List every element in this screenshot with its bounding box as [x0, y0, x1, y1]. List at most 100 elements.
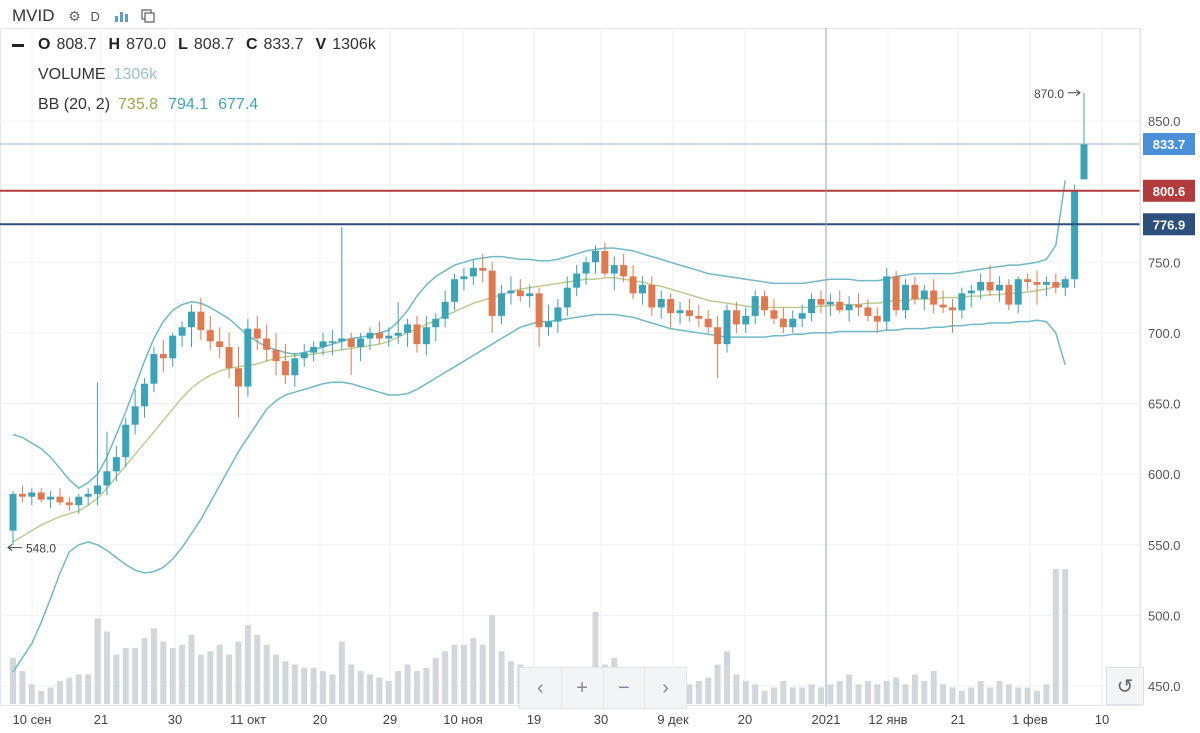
volume-bar [273, 654, 280, 704]
candle-body [84, 493, 92, 497]
candle-body [779, 318, 787, 328]
resistance-tag [1143, 179, 1195, 202]
chevron-left-icon: ‹ [537, 676, 544, 699]
scroll-right-button[interactable]: › [645, 668, 686, 708]
volume-bar [122, 648, 129, 704]
volume-bar [855, 684, 862, 704]
gear-icon[interactable]: ⚙ [68, 7, 81, 24]
volume-bar [169, 648, 176, 704]
volume-bar [188, 634, 195, 704]
candle-body [1042, 282, 1050, 285]
candle-body [704, 318, 712, 328]
high-value: 870.0 [126, 36, 167, 53]
candle-body [685, 310, 693, 316]
volume-bar [949, 687, 956, 704]
volume-bar [883, 680, 890, 704]
volume-bar [958, 690, 965, 704]
candle-body [601, 250, 609, 274]
candle-body [742, 315, 750, 325]
last-tag-label: 833.7 [1153, 137, 1186, 152]
volume-bar [921, 680, 928, 704]
bb-lower-line [12, 313, 1066, 673]
candle-body [244, 328, 252, 387]
candle-body [582, 262, 590, 274]
y-tick-label: 650.0 [1148, 397, 1181, 412]
candle-body [817, 298, 825, 305]
candle-body [65, 502, 73, 506]
volume-bar [85, 674, 92, 704]
candle-body [479, 267, 487, 271]
volume-bar [874, 684, 881, 704]
volume-bar [329, 674, 336, 704]
volume-bar [911, 674, 918, 704]
zoom-in-button[interactable]: + [562, 668, 604, 708]
x-tick-label: 20 [313, 712, 327, 727]
volume-bar [808, 684, 815, 704]
volume-bar [996, 680, 1003, 704]
volume-bar [817, 687, 824, 704]
candle-body [338, 338, 346, 342]
scroll-left-button[interactable]: ‹ [520, 668, 562, 708]
candle-body [789, 318, 797, 328]
candle-body [855, 304, 863, 308]
candle-body [47, 496, 55, 500]
candle-body [169, 335, 177, 359]
candle-body [892, 276, 900, 311]
volume-bar [489, 615, 496, 704]
candle-body [18, 493, 26, 497]
resistance-tag-label: 800.6 [1153, 184, 1186, 199]
candle-body [629, 276, 637, 294]
candle-body [648, 284, 656, 308]
candle-body [451, 279, 459, 302]
candle-body [761, 296, 769, 311]
candle-body [216, 341, 224, 347]
period-label[interactable]: D [90, 8, 100, 24]
volume-bar [320, 671, 327, 704]
low-value: 808.7 [193, 36, 234, 53]
candle-body [808, 298, 816, 314]
volume-bar [47, 687, 54, 704]
volume-bar [846, 674, 853, 704]
collapse-icon[interactable] [12, 43, 24, 47]
volume-bar [479, 644, 486, 704]
volume-bar [1062, 569, 1069, 704]
reset-button[interactable]: ↺ [1106, 667, 1144, 705]
candle-body [948, 307, 956, 311]
open-value: 808.7 [56, 36, 97, 53]
close-label: C [245, 36, 258, 53]
candle-body [9, 493, 17, 531]
volume-bar [291, 664, 298, 704]
candle-body [422, 327, 430, 345]
volume-bar [160, 641, 167, 704]
candle-body [328, 341, 336, 343]
zoom-out-button[interactable]: − [604, 668, 646, 708]
bb-indicator-row[interactable]: BB (20, 2) 735.8 794.1 677.4 [38, 96, 258, 114]
volume-bar [413, 671, 420, 704]
candle-body [911, 284, 919, 299]
bar-chart-icon[interactable] [112, 6, 132, 26]
volume-bar [930, 671, 937, 704]
volume-bar [197, 654, 204, 704]
volume-bar [376, 677, 383, 704]
copy-icon[interactable] [138, 6, 158, 26]
candle-body [404, 324, 412, 333]
volume-indicator-row[interactable]: VOLUME 1306k [38, 66, 157, 84]
volume-bar [498, 651, 505, 704]
candle-body [488, 270, 496, 316]
symbol-name[interactable]: MVID [12, 6, 55, 25]
low-annotation: 548.0 [26, 542, 56, 556]
candle-body [714, 327, 722, 345]
candle-body [498, 293, 506, 316]
x-tick-label: 1 фев [1012, 712, 1048, 727]
volume-bar [263, 644, 270, 704]
volume-bar [367, 674, 373, 704]
ohlcv-row: O 808.7 H 870.0 L 808.7 C 833.7 V 1306k [12, 36, 388, 54]
candle-body [234, 368, 242, 387]
bb-lower-value: 677.4 [218, 96, 259, 113]
volume-value: 1306k [332, 36, 376, 53]
volume-bar [216, 644, 223, 704]
plot-frame [0, 28, 1141, 706]
low-arrow [7, 544, 22, 551]
volume-bar [940, 684, 947, 704]
